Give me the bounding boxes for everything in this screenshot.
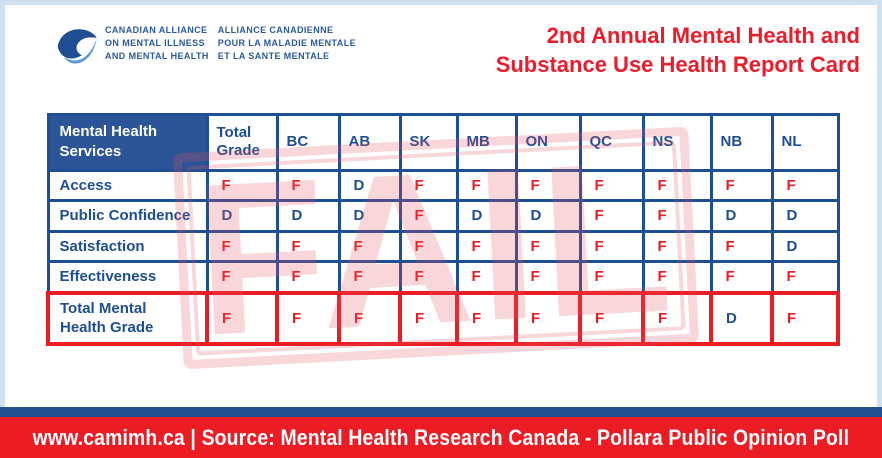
grade-cell: F: [641, 260, 713, 294]
column-header-ns: NS: [641, 113, 713, 172]
grade-cell: F: [770, 290, 840, 346]
table-body: Access F F D F F F F F F F Public Confidence D D D F D D F…: [46, 168, 840, 346]
grade-cell: D: [709, 290, 774, 346]
grade-cell: F: [398, 168, 459, 202]
grade-cell: F: [641, 229, 713, 263]
grade-cell: F: [709, 229, 774, 263]
table-row-public-confidence: Public Confidence D D D F D D F F D D: [46, 199, 840, 233]
grade-cell: F: [514, 168, 582, 202]
table-row-access: Access F F D F F F F F F F: [46, 168, 840, 202]
grade-cell: F: [275, 168, 341, 202]
grade-cell: F: [275, 229, 341, 263]
logo-en-line1: CANADIAN ALLIANCE: [105, 25, 208, 35]
grade-cell: F: [578, 229, 645, 263]
grade-cell: F: [709, 260, 774, 294]
row-label: Access: [46, 168, 209, 202]
logo-fr-line3: ET LA SANTE MENTALE: [217, 51, 330, 61]
grade-cell: F: [641, 168, 713, 202]
grade-cell: D: [205, 199, 279, 233]
column-header-mb: MB: [455, 113, 518, 172]
grade-cell: F: [770, 260, 840, 294]
page-title-line2: Substance Use Health Report Card: [495, 52, 860, 78]
grade-cell: D: [337, 168, 402, 202]
grade-cell: D: [770, 229, 840, 263]
column-header-bc: BC: [275, 113, 341, 172]
column-header-on: ON: [514, 113, 582, 172]
logo-fr-line2: POUR LA MALADIE MENTALE: [217, 38, 356, 48]
grade-cell: F: [709, 168, 774, 202]
grade-cell: F: [205, 260, 279, 294]
row-label: Effectiveness: [46, 260, 209, 294]
grade-cell: F: [641, 199, 713, 233]
column-header-nb: NB: [709, 113, 774, 172]
grade-cell: F: [275, 260, 341, 294]
report-card-table: Mental Health Services Total Grade BC AB SK…: [46, 113, 840, 346]
footer-source-text: www.camimh.ca | Source: Mental Health Re…: [32, 424, 850, 450]
grade-cell: D: [455, 199, 518, 233]
logo-wordmark-english: CANADIAN ALLIANCE ON MENTAL ILLNESS AND …: [105, 24, 209, 63]
grade-cell: F: [337, 290, 402, 346]
grade-cell: D: [514, 199, 582, 233]
grade-cell: F: [455, 260, 518, 294]
grade-cell: F: [337, 229, 402, 263]
grade-cell: F: [578, 290, 645, 346]
grade-cell: F: [275, 290, 341, 346]
table-row-effectiveness: Effectiveness F F F F F F F F F F: [46, 260, 840, 294]
footer-blue-strip: [0, 407, 882, 417]
grade-cell: F: [514, 229, 582, 263]
grade-cell: F: [578, 260, 645, 294]
grade-cell: F: [770, 168, 840, 202]
grade-cell: F: [205, 168, 279, 202]
grade-cell: F: [455, 290, 518, 346]
grade-cell: F: [514, 260, 582, 294]
table-corner-header: Mental Health Services: [46, 113, 209, 172]
grade-cell: D: [709, 199, 774, 233]
grade-cell: F: [337, 260, 402, 294]
grade-cell: D: [275, 199, 341, 233]
grade-cell: F: [398, 290, 459, 346]
column-header-ab: AB: [337, 113, 402, 172]
grade-cell: F: [514, 290, 582, 346]
column-header-sk: SK: [398, 113, 459, 172]
grade-cell: F: [578, 168, 645, 202]
logo-wordmark-french: ALLIANCE CANADIENNE POUR LA MALADIE MENT…: [218, 24, 356, 63]
table-row-total-mental-health-grade: Total Mental Health Grade F F F F F F F F D F: [46, 290, 840, 346]
logo-en-line2: ON MENTAL ILLNESS: [105, 38, 205, 48]
grade-cell: F: [398, 199, 459, 233]
grade-cell: D: [770, 199, 840, 233]
column-header-qc: QC: [578, 113, 645, 172]
grade-cell: F: [205, 229, 279, 263]
page-title: 2nd Annual Mental Health and Substance U…: [496, 21, 860, 79]
table-row-satisfaction: Satisfaction F F F F F F F F F D: [46, 229, 840, 263]
logo-en-line3: AND MENTAL HEALTH: [105, 51, 209, 61]
grade-cell: F: [455, 229, 518, 263]
row-label: Public Confidence: [46, 199, 209, 233]
grade-cell: F: [398, 229, 459, 263]
grade-cell: F: [641, 290, 713, 346]
grade-cell: D: [337, 199, 402, 233]
camimh-logo: CANADIAN ALLIANCE ON MENTAL ILLNESS AND …: [56, 24, 356, 65]
grade-cell: F: [205, 290, 279, 346]
header-row: Mental Health Services Total Grade BC AB SK…: [46, 113, 840, 172]
grade-cell: F: [578, 199, 645, 233]
logo-fr-line1: ALLIANCE CANADIENNE: [217, 25, 334, 35]
row-label: Total Mental Health Grade: [46, 290, 209, 346]
row-label: Satisfaction: [46, 229, 209, 263]
page-title-line1: 2nd Annual Mental Health and: [546, 23, 860, 48]
grade-cell: F: [455, 168, 518, 202]
column-header-total-grade: Total Grade: [205, 113, 279, 172]
footer-band: www.camimh.ca | Source: Mental Health Re…: [0, 417, 882, 458]
grade-cell: F: [398, 260, 459, 294]
camimh-logo-icon: [57, 29, 97, 64]
column-header-nl: NL: [770, 113, 840, 172]
